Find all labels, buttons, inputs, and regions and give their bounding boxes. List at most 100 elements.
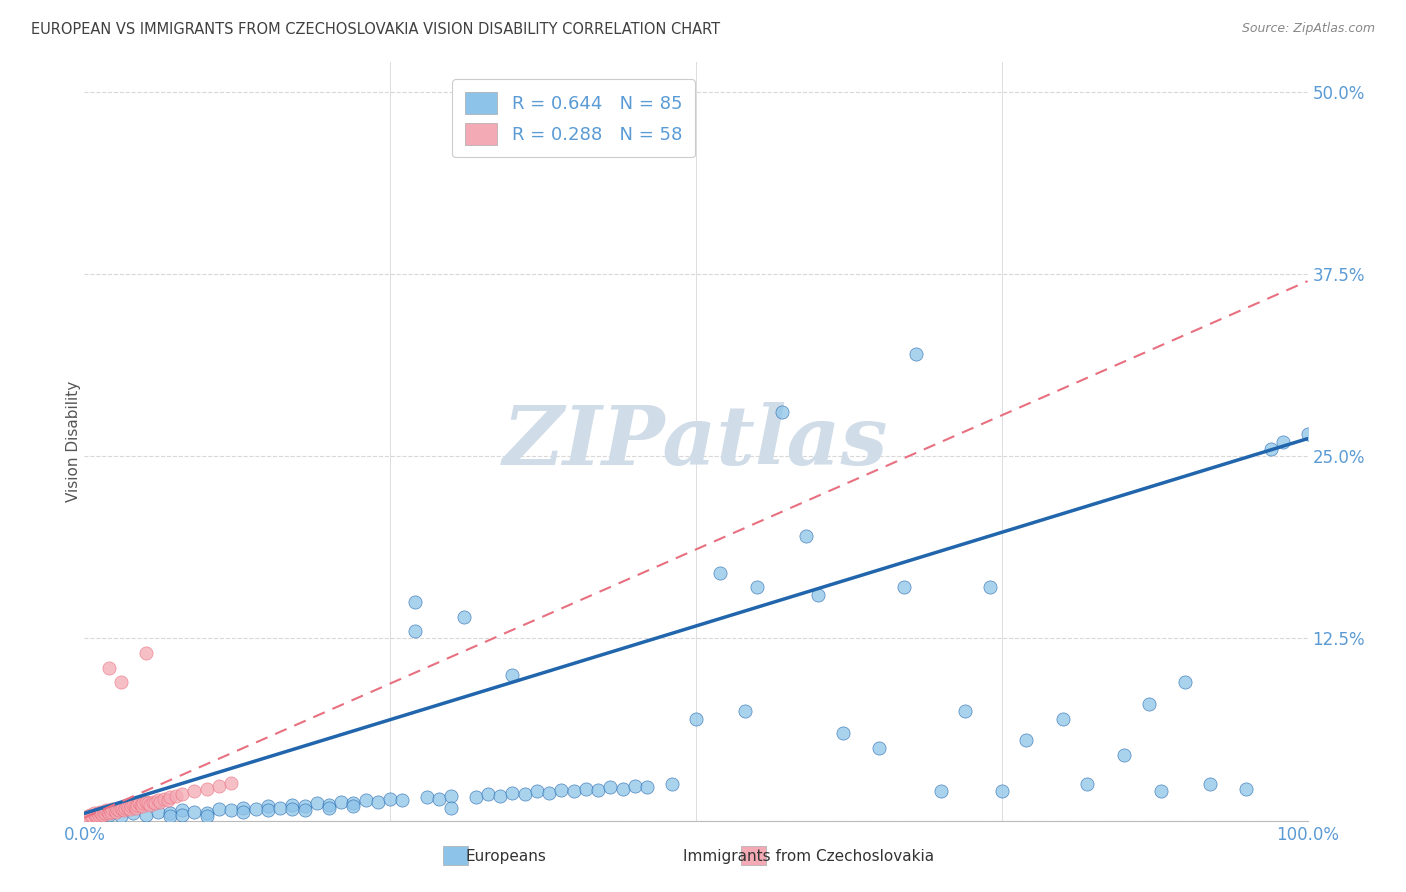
Point bbox=[526, 784, 548, 798]
Point bbox=[685, 712, 707, 726]
Point bbox=[79, 807, 101, 822]
Point bbox=[125, 797, 148, 812]
Point bbox=[208, 779, 231, 793]
Point bbox=[122, 806, 145, 821]
Point bbox=[111, 802, 134, 816]
Text: Source: ZipAtlas.com: Source: ZipAtlas.com bbox=[1241, 22, 1375, 36]
Point bbox=[318, 797, 340, 812]
Point bbox=[1052, 712, 1074, 726]
Point bbox=[94, 806, 117, 821]
Point bbox=[136, 796, 159, 810]
Point bbox=[219, 776, 242, 790]
Point bbox=[219, 804, 242, 818]
Point bbox=[562, 784, 585, 798]
Point bbox=[294, 804, 316, 818]
Point bbox=[93, 805, 115, 819]
Point bbox=[342, 799, 364, 814]
Point bbox=[1150, 784, 1173, 798]
Point bbox=[1236, 781, 1258, 796]
Point bbox=[624, 779, 647, 793]
Point bbox=[1174, 675, 1197, 690]
Point bbox=[330, 795, 353, 809]
Point bbox=[1137, 697, 1160, 711]
Point bbox=[142, 795, 165, 809]
Text: EUROPEAN VS IMMIGRANTS FROM CZECHOSLOVAKIA VISION DISABILITY CORRELATION CHART: EUROPEAN VS IMMIGRANTS FROM CZECHOSLOVAK… bbox=[31, 22, 720, 37]
Point bbox=[831, 726, 853, 740]
Point bbox=[245, 802, 267, 816]
Point bbox=[165, 789, 187, 803]
Point bbox=[159, 790, 181, 805]
Point bbox=[661, 777, 683, 791]
Point bbox=[281, 802, 304, 816]
Point bbox=[1272, 434, 1295, 449]
Point bbox=[90, 806, 112, 821]
Point bbox=[117, 800, 139, 814]
Point bbox=[305, 796, 328, 810]
Point bbox=[97, 660, 120, 674]
Point bbox=[120, 799, 142, 814]
Point bbox=[172, 804, 194, 818]
Point bbox=[513, 788, 536, 802]
Point bbox=[905, 347, 928, 361]
Point bbox=[97, 806, 120, 821]
Point bbox=[734, 704, 756, 718]
Point bbox=[869, 740, 891, 755]
Point bbox=[91, 807, 114, 822]
Point bbox=[318, 800, 340, 814]
Point bbox=[101, 802, 124, 816]
Point bbox=[183, 805, 205, 819]
Point bbox=[128, 796, 150, 810]
Point bbox=[538, 786, 561, 800]
Point bbox=[489, 789, 512, 803]
Point bbox=[153, 791, 176, 805]
Point bbox=[195, 809, 218, 823]
Point bbox=[107, 804, 129, 818]
Point bbox=[115, 799, 138, 814]
Point bbox=[502, 786, 524, 800]
Point bbox=[77, 809, 100, 823]
Point bbox=[404, 624, 426, 639]
Point bbox=[269, 800, 291, 814]
Point bbox=[110, 800, 132, 814]
Point bbox=[440, 800, 463, 814]
Point bbox=[118, 802, 141, 816]
Point bbox=[427, 791, 450, 805]
Bar bbox=[741, 846, 766, 865]
Point bbox=[575, 781, 598, 796]
Point bbox=[110, 675, 132, 690]
Point bbox=[172, 788, 194, 802]
Point bbox=[416, 790, 439, 805]
Point bbox=[87, 807, 110, 822]
Point bbox=[294, 799, 316, 814]
Point bbox=[599, 780, 621, 794]
Point bbox=[586, 783, 609, 797]
Point bbox=[502, 668, 524, 682]
Point bbox=[124, 799, 146, 814]
Point bbox=[929, 784, 952, 798]
Y-axis label: Vision Disability: Vision Disability bbox=[66, 381, 80, 502]
Point bbox=[1114, 747, 1136, 762]
Point bbox=[794, 529, 817, 543]
Point bbox=[380, 791, 402, 805]
Point bbox=[132, 796, 155, 810]
Point bbox=[105, 805, 128, 819]
Bar bbox=[443, 846, 468, 865]
Point bbox=[100, 805, 122, 819]
Point bbox=[125, 800, 148, 814]
Point bbox=[404, 595, 426, 609]
Point bbox=[84, 807, 107, 822]
Point bbox=[281, 797, 304, 812]
Point bbox=[550, 783, 572, 797]
Point bbox=[97, 807, 120, 822]
Point bbox=[342, 796, 364, 810]
Point bbox=[807, 588, 830, 602]
Point bbox=[1015, 733, 1038, 747]
Point bbox=[232, 800, 254, 814]
Point bbox=[105, 802, 128, 816]
Point bbox=[135, 646, 157, 660]
Point bbox=[612, 781, 634, 796]
Point bbox=[114, 800, 136, 814]
Point bbox=[143, 796, 166, 810]
Point bbox=[129, 797, 152, 812]
Point bbox=[391, 793, 413, 807]
